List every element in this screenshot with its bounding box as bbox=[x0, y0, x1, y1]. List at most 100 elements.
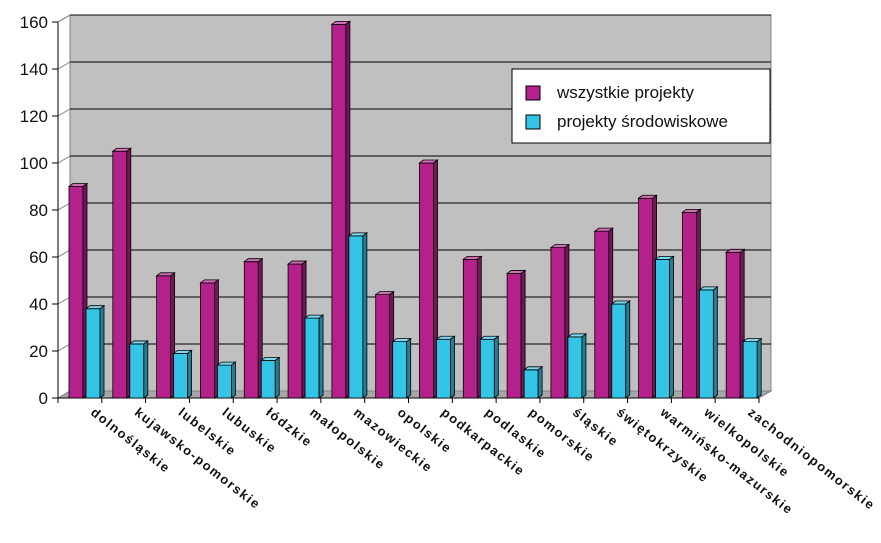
bar-side bbox=[318, 314, 324, 399]
bar bbox=[637, 194, 658, 399]
bars bbox=[67, 20, 763, 399]
y-tick-label: 60 bbox=[29, 248, 48, 267]
bar-front bbox=[436, 338, 451, 399]
bar-front bbox=[681, 211, 697, 399]
bar-front bbox=[419, 162, 434, 399]
gridline-edge bbox=[57, 343, 71, 352]
bar-front bbox=[479, 338, 495, 399]
bar bbox=[216, 361, 237, 399]
bar bbox=[286, 260, 308, 399]
bar bbox=[566, 333, 588, 399]
gridline-edge bbox=[57, 61, 71, 70]
bar-front bbox=[655, 258, 670, 399]
bar-front bbox=[392, 341, 408, 399]
bar-front bbox=[462, 258, 478, 399]
bar-side bbox=[99, 304, 105, 399]
x-tick-label: małopolskie bbox=[307, 405, 388, 473]
bar bbox=[303, 314, 325, 399]
y-axis-wall-edge bbox=[57, 14, 71, 23]
bar bbox=[418, 159, 439, 399]
bar-front bbox=[348, 235, 364, 399]
bar-front bbox=[243, 261, 259, 399]
legend: wszystkie projekty projekty środowiskowe bbox=[511, 68, 771, 144]
y-tick-label: 0 bbox=[39, 389, 48, 408]
bar-side bbox=[362, 232, 368, 399]
bar bbox=[462, 255, 483, 399]
legend-swatch-all-projects bbox=[525, 85, 541, 101]
bar bbox=[610, 300, 631, 399]
bar-side bbox=[143, 340, 149, 399]
bar-front bbox=[550, 247, 566, 399]
bar-front bbox=[698, 289, 714, 399]
gridline-edge bbox=[57, 155, 71, 164]
bar-front bbox=[68, 186, 84, 399]
bar-front bbox=[523, 369, 539, 399]
bar-front bbox=[156, 275, 172, 399]
x-tick-label: mazowieckie bbox=[351, 405, 436, 476]
legend-box bbox=[511, 68, 771, 144]
bar-front bbox=[725, 251, 741, 399]
bar bbox=[741, 337, 763, 399]
bar bbox=[549, 243, 571, 399]
bar bbox=[505, 269, 527, 399]
bar bbox=[681, 208, 702, 399]
bar-front bbox=[506, 273, 522, 399]
bar-front bbox=[304, 317, 320, 399]
bar-front bbox=[287, 263, 303, 399]
y-ticks: 0 20 40 60 80 100 120 140 160 bbox=[20, 13, 58, 408]
bar bbox=[374, 290, 395, 399]
legend-swatch-environmental-projects bbox=[525, 114, 541, 130]
bar-front bbox=[567, 336, 583, 399]
bar-front bbox=[260, 359, 276, 399]
y-tick-label: 40 bbox=[29, 295, 48, 314]
bar-front bbox=[200, 282, 215, 399]
bar bbox=[172, 349, 193, 399]
bar bbox=[724, 248, 746, 399]
bar bbox=[435, 335, 456, 399]
bar-side bbox=[187, 349, 193, 399]
x-tick-label: dolnośląskie bbox=[88, 405, 173, 476]
bar-front bbox=[594, 230, 610, 399]
bar bbox=[67, 182, 89, 399]
y-tick-label: 140 bbox=[20, 60, 48, 79]
bar bbox=[243, 257, 264, 399]
bar-front bbox=[742, 341, 758, 399]
bar bbox=[199, 279, 220, 399]
y-tick-label: 80 bbox=[29, 201, 48, 220]
bar-front bbox=[611, 303, 627, 399]
bar bbox=[654, 255, 675, 399]
bar bbox=[111, 147, 133, 399]
bar bbox=[347, 232, 369, 399]
bar-side bbox=[450, 335, 455, 399]
bar bbox=[128, 340, 150, 399]
bar bbox=[260, 356, 281, 399]
bar-front bbox=[85, 308, 101, 399]
y-tick-label: 100 bbox=[20, 154, 48, 173]
y-tick-label: 120 bbox=[20, 107, 48, 126]
bar bbox=[522, 365, 544, 399]
bar-side bbox=[274, 356, 280, 399]
bar bbox=[698, 286, 719, 399]
bar-side bbox=[625, 300, 631, 399]
bar bbox=[330, 20, 352, 399]
bar bbox=[84, 304, 106, 399]
bar-side bbox=[537, 365, 543, 399]
bar-side bbox=[493, 335, 499, 399]
bar-front bbox=[375, 294, 391, 399]
bar-front bbox=[638, 197, 653, 399]
gridline-edge bbox=[57, 296, 71, 305]
gridline-edge bbox=[57, 249, 71, 258]
bar bbox=[155, 271, 176, 399]
bar-side bbox=[406, 337, 412, 399]
x-ticks: dolnośląskiekujawsko-pomorskielubelskiel… bbox=[57, 398, 878, 518]
bar-front bbox=[217, 364, 232, 399]
bar-side bbox=[669, 255, 674, 399]
legend-label-all-projects: wszystkie projekty bbox=[556, 83, 694, 102]
bar-side bbox=[712, 286, 718, 399]
bar-front bbox=[129, 343, 145, 399]
bar-front bbox=[331, 23, 347, 399]
legend-label-environmental-projects: projekty środowiskowe bbox=[557, 112, 728, 131]
bar bbox=[593, 227, 614, 399]
